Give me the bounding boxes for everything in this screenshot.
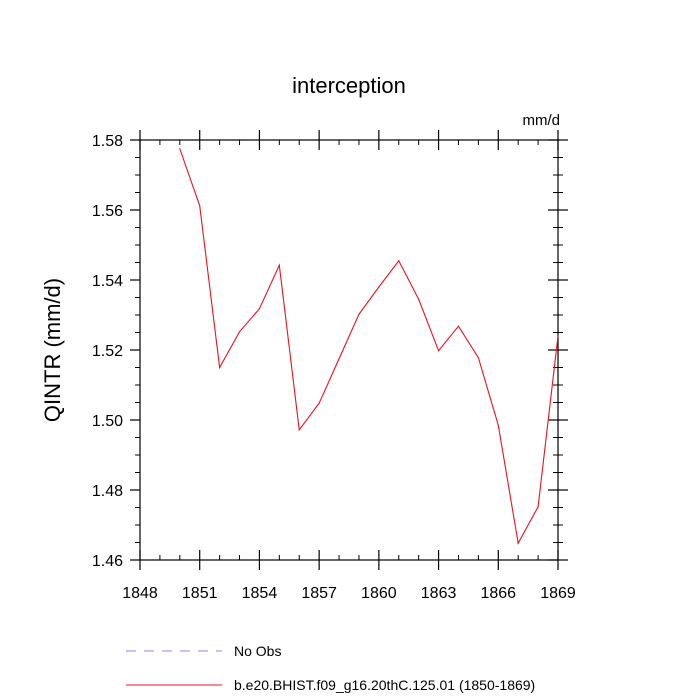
series-point — [497, 424, 499, 426]
y-tick-label: 1.58 — [92, 133, 123, 150]
series-point — [258, 308, 261, 310]
x-tick-label: 1851 — [182, 585, 218, 602]
series-point — [378, 286, 380, 288]
series-line — [179, 148, 559, 545]
x-tick-label: 1857 — [301, 585, 337, 602]
series-point — [358, 313, 360, 315]
x-tick-labels: 1848 1851 1854 1857 1860 1863 1866 1869 — [122, 585, 576, 602]
x-tick-label: 1869 — [540, 585, 576, 602]
y-axis-label: QINTR (mm/d) — [40, 278, 65, 422]
series-point — [199, 205, 201, 207]
x-tick-label: 1860 — [361, 585, 397, 602]
series-point — [318, 402, 320, 404]
series-point — [179, 148, 181, 150]
series-point — [278, 264, 280, 266]
series-point — [557, 335, 559, 337]
series-point — [298, 429, 300, 431]
series-point — [219, 366, 221, 369]
y-tick-label: 1.52 — [92, 343, 123, 360]
series-point — [437, 350, 440, 352]
series-point — [238, 331, 241, 333]
y-tick-label: 1.46 — [92, 553, 123, 570]
y-tick-label: 1.56 — [92, 203, 123, 220]
y-tick-label: 1.48 — [92, 483, 123, 500]
legend-label-no-obs: No Obs — [234, 643, 281, 659]
units-label: mm/d — [523, 112, 561, 129]
y-tick-label: 1.54 — [92, 273, 123, 290]
x-tick-label: 1848 — [122, 585, 158, 602]
axis-ticks — [130, 130, 568, 570]
series-point — [517, 542, 519, 544]
x-tick-label: 1866 — [480, 585, 516, 602]
series-point — [477, 357, 479, 359]
x-tick-label: 1863 — [421, 585, 457, 602]
legend: No Obs b.e20.BHIST.f09_g16.20thC.125.01 … — [126, 643, 535, 693]
plot-frame — [139, 139, 559, 561]
series-points — [179, 148, 559, 544]
chart-title: interception — [292, 73, 406, 98]
series-point — [537, 506, 539, 508]
y-tick-labels: 1.46 1.48 1.50 1.52 1.54 1.56 1.58 — [92, 133, 123, 570]
legend-label-model: b.e20.BHIST.f09_g16.20thC.125.01 (1850-1… — [234, 677, 535, 693]
series-point — [418, 298, 420, 300]
x-tick-label: 1854 — [242, 585, 278, 602]
series-point — [338, 358, 340, 360]
series-point — [398, 260, 400, 262]
series-point — [457, 325, 460, 327]
y-tick-label: 1.50 — [92, 413, 123, 430]
